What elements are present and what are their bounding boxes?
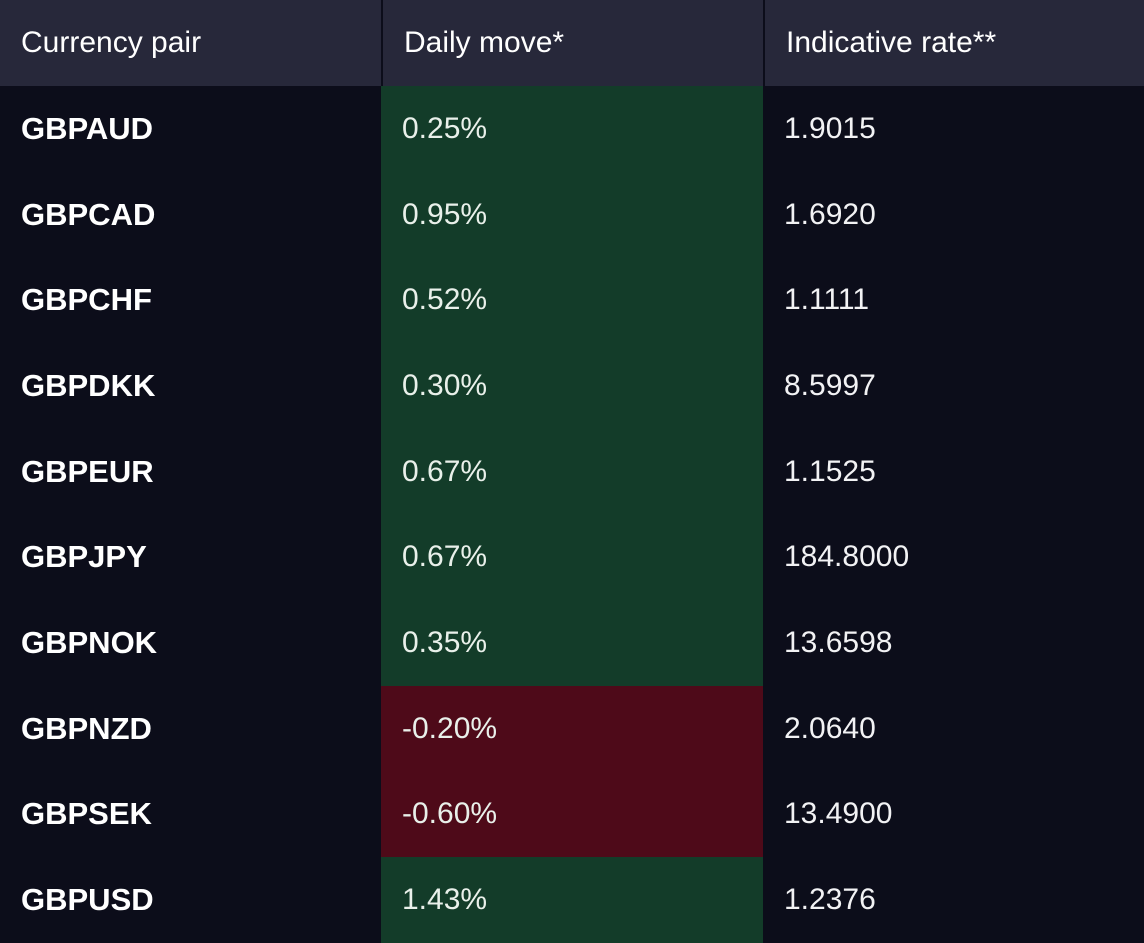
row-1-rate: 1.6920 (763, 171, 1144, 258)
row-7-pair: GBPNZD (0, 685, 381, 772)
row-0-rate: 1.9015 (763, 86, 1144, 172)
row-0-daily-move: 0.25% (381, 86, 763, 172)
row-9-rate: 1.2376 (763, 857, 1144, 943)
row-8-pair: GBPSEK (0, 771, 381, 858)
row-7-rate: 2.0640 (763, 685, 1144, 772)
row-2-daily-move: 0.52% (381, 257, 763, 344)
row-4-daily-move: 0.67% (381, 428, 763, 515)
row-2-pair: GBPCHF (0, 257, 381, 344)
row-1-daily-move: 0.95% (381, 171, 763, 258)
row-8-daily-move: -0.60% (381, 771, 763, 858)
row-6-daily-move: 0.35% (381, 600, 763, 686)
header-indicative-rate: Indicative rate** (763, 0, 1144, 86)
row-0-pair: GBPAUD (0, 86, 381, 172)
row-6-rate: 13.6598 (763, 600, 1144, 686)
row-9-pair: GBPUSD (0, 857, 381, 943)
row-3-daily-move: 0.30% (381, 343, 763, 429)
row-3-rate: 8.5997 (763, 343, 1144, 429)
header-currency-pair: Currency pair (0, 0, 381, 86)
header-daily-move: Daily move* (381, 0, 763, 86)
row-3-pair: GBPDKK (0, 343, 381, 429)
row-4-rate: 1.1525 (763, 428, 1144, 515)
row-1-pair: GBPCAD (0, 171, 381, 258)
row-2-rate: 1.1111 (763, 257, 1144, 344)
row-7-daily-move: -0.20% (381, 685, 763, 772)
row-5-rate: 184.8000 (763, 514, 1144, 601)
row-8-rate: 13.4900 (763, 771, 1144, 858)
row-5-pair: GBPJPY (0, 514, 381, 601)
row-6-pair: GBPNOK (0, 600, 381, 686)
row-9-daily-move: 1.43% (381, 857, 763, 943)
row-5-daily-move: 0.67% (381, 514, 763, 601)
row-4-pair: GBPEUR (0, 428, 381, 515)
